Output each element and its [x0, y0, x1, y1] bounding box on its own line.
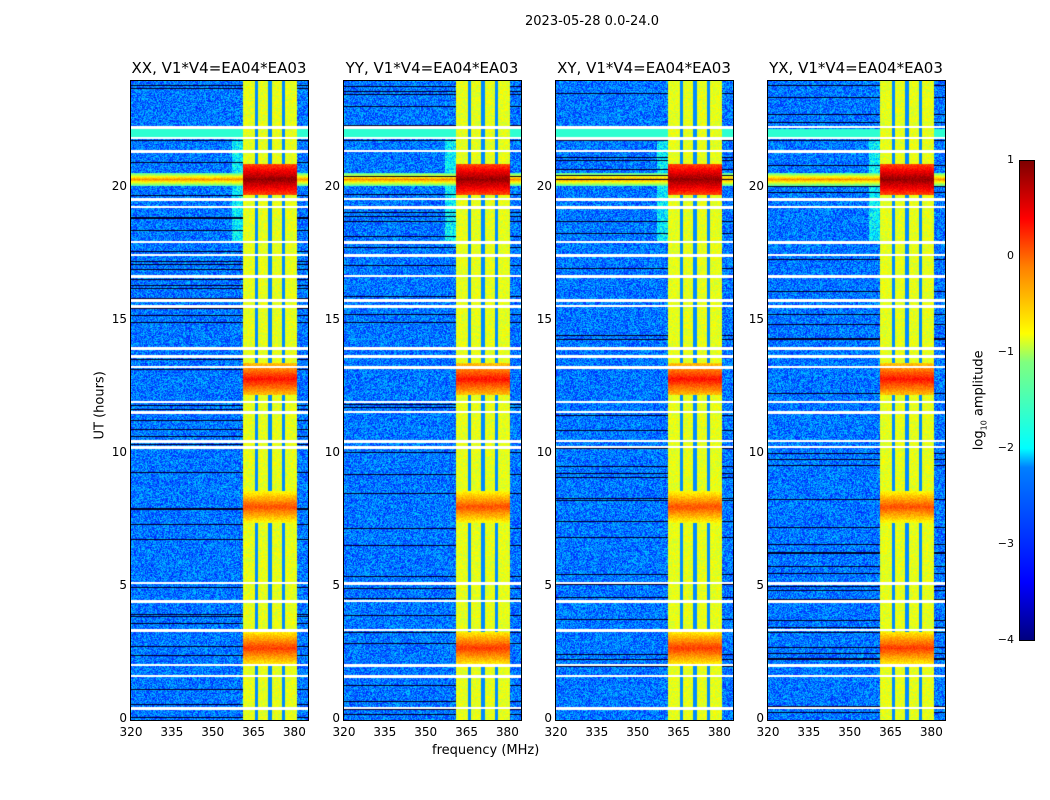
heatmap-panel — [555, 80, 734, 721]
y-tick-label: 15 — [111, 311, 127, 326]
y-tick-label: 10 — [324, 444, 340, 459]
heatmap-panel — [767, 80, 946, 721]
x-tick-label: 380 — [282, 725, 306, 739]
colorbar-tick-label: 0 — [1007, 249, 1014, 262]
x-tick-label: 380 — [707, 725, 731, 739]
x-tick-label: 320 — [119, 725, 143, 739]
x-tick-label: 335 — [585, 725, 609, 739]
heatmap-image — [768, 81, 945, 720]
y-tick-label: 0 — [332, 711, 340, 725]
y-tick-label: 10 — [536, 444, 552, 459]
x-tick-label: 380 — [495, 725, 519, 739]
x-tick-label: 320 — [756, 725, 780, 739]
y-tick-label: 15 — [324, 311, 340, 326]
heatmap-image — [556, 81, 733, 720]
y-tick-label: 15 — [748, 311, 764, 326]
y-tick-label: 0 — [756, 711, 764, 725]
x-tick-label: 365 — [455, 725, 478, 739]
panel-title: YY, V1*V4=EA04*EA03 — [345, 59, 519, 77]
y-tick-label: 0 — [544, 711, 552, 725]
x-tick-label: 365 — [242, 725, 265, 739]
x-tick-label: 320 — [544, 725, 568, 739]
colorbar-tick-label: −2 — [997, 441, 1014, 454]
colorbar-tick-label: 1 — [1007, 153, 1014, 166]
colorbar — [1019, 160, 1035, 641]
y-tick-label: 5 — [544, 577, 552, 592]
colorbar-tick-label: −1 — [997, 345, 1014, 358]
y-tick-label: 5 — [756, 577, 764, 592]
y-tick-label: 20 — [748, 178, 764, 193]
heatmap-image — [344, 81, 521, 720]
x-tick-label: 350 — [201, 725, 225, 739]
heatmap-panel — [343, 80, 522, 721]
x-tick-label: 380 — [919, 725, 943, 739]
y-tick-label: 0 — [119, 711, 127, 725]
x-tick-label: 350 — [414, 725, 438, 739]
x-tick-label: 365 — [879, 725, 902, 739]
x-tick-label: 335 — [797, 725, 821, 739]
figure-title: 2023-05-28 0.0-24.0 — [525, 14, 659, 29]
y-tick-label: 5 — [332, 577, 340, 592]
x-tick-label: 335 — [373, 725, 397, 739]
colorbar-tick-label: −3 — [997, 537, 1014, 550]
panel-title: XX, V1*V4=EA04*EA03 — [131, 59, 307, 77]
y-tick-label: 5 — [119, 577, 127, 592]
x-tick-label: 335 — [160, 725, 184, 739]
panel-title: XY, V1*V4=EA04*EA03 — [557, 59, 731, 77]
y-tick-label: 10 — [111, 444, 127, 459]
heatmap-image — [131, 81, 308, 720]
x-tick-label: 350 — [626, 725, 650, 739]
colorbar-label: log10 amplitude — [971, 350, 989, 451]
x-tick-label: 365 — [667, 725, 690, 739]
heatmap-panel — [130, 80, 309, 721]
colorbar-tick-label: −4 — [997, 633, 1014, 646]
panel-title: YX, V1*V4=EA04*EA03 — [769, 59, 943, 77]
y-axis-label: UT (hours) — [92, 371, 108, 440]
x-axis-label: frequency (MHz) — [432, 743, 540, 758]
y-tick-label: 20 — [536, 178, 552, 193]
y-tick-label: 10 — [748, 444, 764, 459]
y-tick-label: 20 — [111, 178, 127, 193]
y-tick-label: 20 — [324, 178, 340, 193]
x-tick-label: 320 — [332, 725, 356, 739]
x-tick-label: 350 — [838, 725, 862, 739]
y-tick-label: 15 — [536, 311, 552, 326]
